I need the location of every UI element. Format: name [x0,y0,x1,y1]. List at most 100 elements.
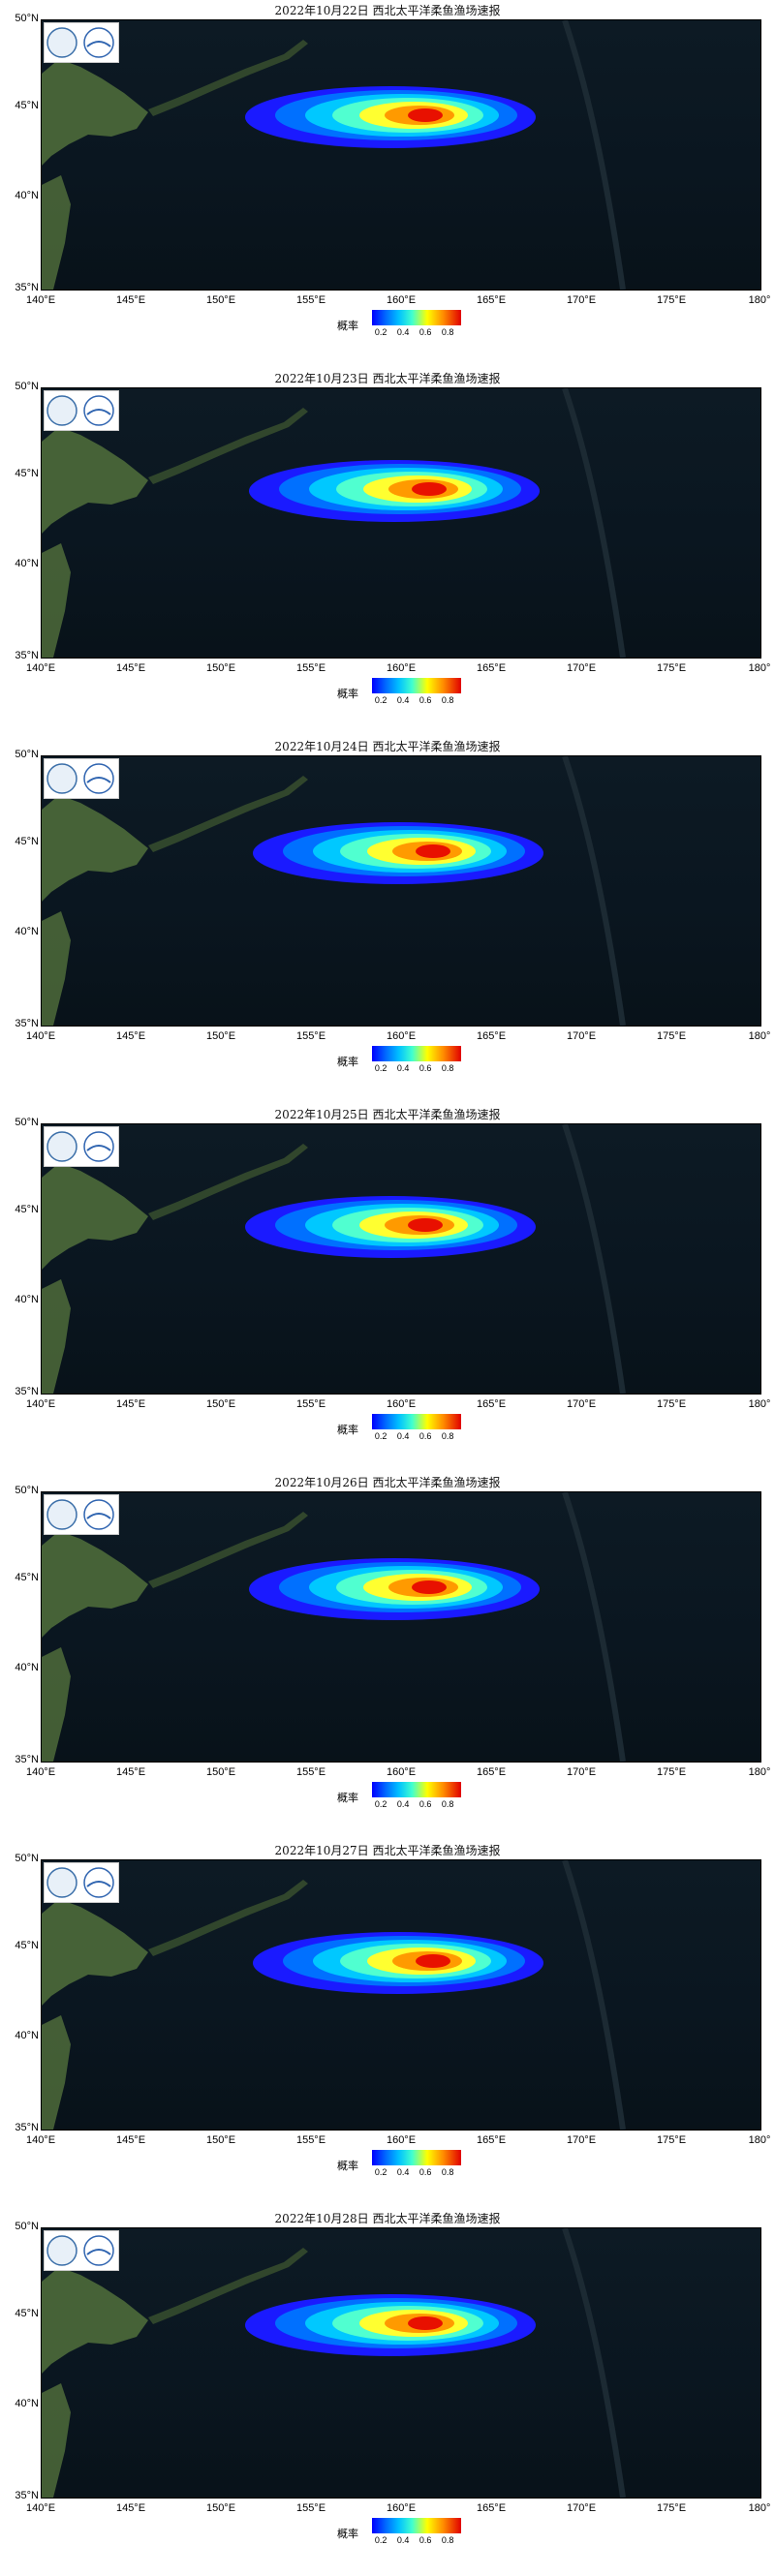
longitude-label: 170°E [566,2134,597,2146]
panel-title: 2022年10月25日 西北太平洋柔鱼渔场速报 [274,1108,501,1121]
hokkaido-landmass [42,2267,148,2374]
panel-title: 2022年10月28日 西北太平洋柔鱼渔场速报 [274,2212,501,2225]
longitude-label: 155°E [295,1030,326,1042]
kuril-islands [148,40,308,116]
latitude-label: 50°N [15,749,39,760]
longitude-label: 160°E [386,294,417,306]
longitude-label: 180° [748,2134,771,2146]
colorbar [372,310,461,325]
probability-contour [416,1954,450,1968]
panel-title: 2022年10月27日 西北太平洋柔鱼渔场速报 [274,1844,501,1857]
colorbar-legend: 概率 0.2 0.4 0.6 0.8 [337,678,492,711]
logo-emblem [46,763,114,794]
longitude-label: 145°E [115,2502,146,2514]
latitude-label: 40°N [15,2398,39,2409]
longitude-label: 175°E [656,662,687,674]
probability-contour [412,1580,447,1594]
colorbar-tick: 0.2 [374,2167,388,2177]
colorbar-tick: 0.4 [396,2535,410,2545]
longitude-label: 175°E [656,294,687,306]
longitude-label: 180° [748,1398,771,1410]
longitude-label: 140°E [25,2134,56,2146]
colorbar-legend: 概率 0.2 0.4 0.6 0.8 [337,1414,492,1447]
colorbar-legend: 概率 0.2 0.4 0.6 0.8 [337,1782,492,1815]
fishing-ground-map [41,1123,761,1395]
legend-label: 概率 [337,689,358,700]
longitude-label: 160°E [386,2502,417,2514]
colorbar-tick: 0.8 [441,2535,454,2545]
forecast-panel: 2022年10月27日 西北太平洋柔鱼渔场速报 50°N 45°N 40°N 35°N 1… [0,1840,775,2208]
hokkaido-landmass [42,1163,148,1270]
university-seal-icon [46,1499,78,1530]
map-layer [42,20,626,290]
colorbar-tick: 0.8 [441,327,454,337]
longitude-label: 170°E [566,1030,597,1042]
longitude-label: 140°E [25,1766,56,1778]
kuril-islands [148,776,308,852]
latitude-label: 50°N [15,1117,39,1128]
longitude-label: 140°E [25,294,56,306]
latitude-label: 40°N [15,1662,39,1673]
emperor-seamounts [562,20,626,290]
longitude-label: 155°E [295,662,326,674]
legend-label: 概率 [337,1793,358,1804]
longitude-label: 150°E [205,1766,236,1778]
kuril-islands [148,2248,308,2324]
longitude-label: 170°E [566,2502,597,2514]
longitude-label: 165°E [476,2502,507,2514]
latitude-label: 50°N [15,381,39,392]
longitude-label: 175°E [656,1030,687,1042]
longitude-label: 165°E [476,294,507,306]
latitude-label: 45°N [15,100,39,111]
institution-logos [44,390,119,431]
kuril-islands [148,408,308,484]
longitude-label: 160°E [386,662,417,674]
longitude-label: 160°E [386,1398,417,1410]
longitude-label: 140°E [25,1030,56,1042]
hokkaido-landmass [42,795,148,902]
longitude-label: 165°E [476,2134,507,2146]
fishing-ground-map [41,19,761,291]
logo-emblem [46,1131,114,1162]
colorbar-tick: 0.4 [396,1063,410,1073]
university-seal-icon [46,1131,78,1162]
longitude-label: 170°E [566,1398,597,1410]
colorbar-ticks: 0.2 0.4 0.6 0.8 [372,1799,461,1813]
latitude-label: 35°N [15,1386,39,1397]
colorbar-ticks: 0.2 0.4 0.6 0.8 [372,2535,461,2549]
honshu-landmass [42,2383,71,2498]
longitude-label: 145°E [115,662,146,674]
colorbar-tick: 0.6 [418,2535,432,2545]
longitude-label: 175°E [656,1398,687,1410]
colorbar-tick: 0.2 [374,327,388,337]
longitude-label: 150°E [205,2134,236,2146]
colorbar-legend: 概率 0.2 0.4 0.6 0.8 [337,1046,492,1079]
latitude-label: 50°N [15,1853,39,1864]
fishing-ground-map [41,755,761,1027]
wave-icon [86,1513,111,1519]
colorbar [372,1782,461,1797]
latitude-label: 40°N [15,2030,39,2041]
longitude-label: 150°E [205,662,236,674]
map-layer [42,756,626,1026]
longitude-label: 140°E [25,662,56,674]
institution-logos [44,758,119,799]
fishing-ground-map [41,1491,761,1763]
wave-icon [86,1145,111,1151]
kuril-islands [148,1880,308,1956]
logo-emblem [46,1867,114,1898]
longitude-label: 145°E [115,1766,146,1778]
emperor-seamounts [562,2228,626,2498]
latitude-label: 35°N [15,2490,39,2501]
logo-emblem [46,2235,114,2266]
colorbar-tick: 0.6 [418,2167,432,2177]
longitude-label: 180° [748,1766,771,1778]
probability-contour [408,2316,443,2330]
colorbar-ticks: 0.2 0.4 0.6 0.8 [372,2167,461,2181]
longitude-label: 150°E [205,294,236,306]
institution-logos [44,1126,119,1167]
longitude-label: 160°E [386,1030,417,1042]
colorbar-legend: 概率 0.2 0.4 0.6 0.8 [337,310,492,343]
legend-label: 概率 [337,1425,358,1436]
longitude-label: 140°E [25,1398,56,1410]
